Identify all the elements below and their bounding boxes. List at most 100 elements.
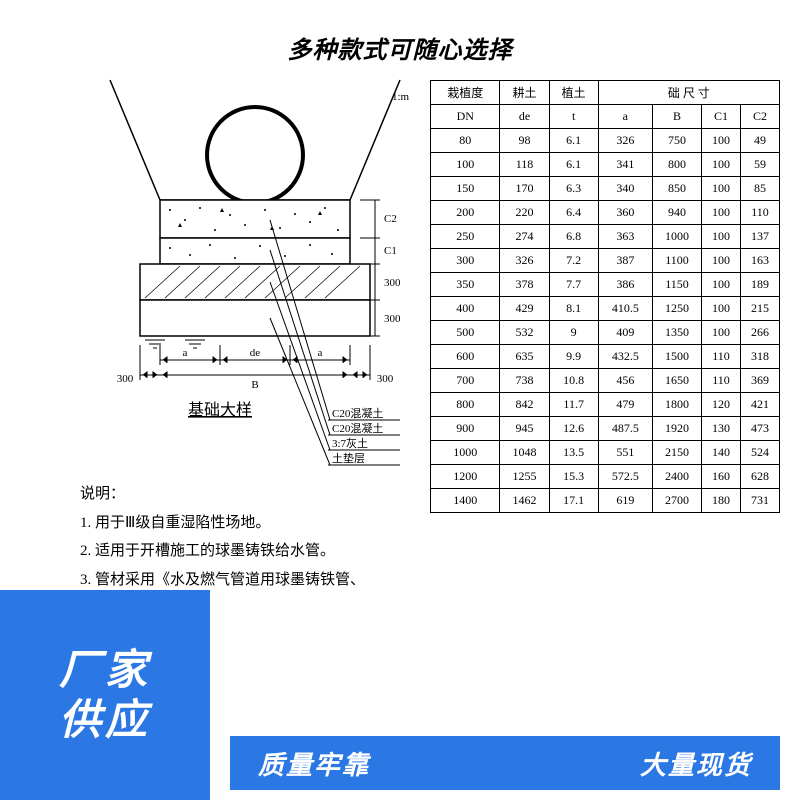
table-cell: 326 [500,249,549,273]
table-cell: 1000 [652,225,701,249]
table-cell: 1200 [431,465,500,489]
diagram-title: 基础大样 [188,401,252,419]
table-cell: 15.3 [549,465,598,489]
table-cell: 387 [598,249,652,273]
table-row: 1200125515.3572.52400160628 [431,465,780,489]
table-cell: 800 [652,153,701,177]
table-cell: 800 [431,393,500,417]
table-cell: 318 [741,345,780,369]
corner-line-2: 供应 [59,695,151,745]
table-cell: 189 [741,273,780,297]
table: 栽植度 耕土 植土 础 尺 寸 DN de t a B C1 C2 80986.… [430,80,780,513]
table-cell: 6.3 [549,177,598,201]
table-cell: 1100 [652,249,701,273]
table-cell: 10.8 [549,369,598,393]
table-cell: 49 [741,129,780,153]
table-cell: 900 [431,417,500,441]
table-cell: 750 [652,129,701,153]
table-cell: 13.5 [549,441,598,465]
table-cell: 432.5 [598,345,652,369]
dim-c1: C1 [384,245,397,257]
slope-label: 1:m [392,91,410,103]
table-row: 70073810.84561650110369 [431,369,780,393]
table-cell: 215 [741,297,780,321]
dim-300b: 300 [384,313,401,325]
legend-2: C20混凝土 [332,421,383,435]
table-cell: 600 [431,345,500,369]
table-cell: 628 [741,465,780,489]
table-body: 80986.1326750100491001186.13418001005915… [431,129,780,513]
table-cell: 456 [598,369,652,393]
table-row: 4004298.1410.51250100215 [431,297,780,321]
table-cell: 180 [702,489,741,513]
table-cell: 1350 [652,321,701,345]
table-row: 80986.132675010049 [431,129,780,153]
table-cell: 100 [702,201,741,225]
table-cell: 100 [702,153,741,177]
table-cell: 266 [741,321,780,345]
table-cell: 300 [431,249,500,273]
dim-300-right: 300 [377,373,394,385]
diagram-svg: 1:m [70,70,430,470]
bottom-banner-left: 质量牢靠 [258,745,370,782]
table-cell: 250 [431,225,500,249]
table-row: 1000104813.55512150140524 [431,441,780,465]
table-row: 3503787.73861150100189 [431,273,780,297]
table-cell: 378 [500,273,549,297]
table-cell: 1650 [652,369,701,393]
table-cell: 6.1 [549,129,598,153]
table-cell: 118 [500,153,549,177]
dim-a-left: a [183,347,188,359]
table-cell: 326 [598,129,652,153]
bottom-banner-right: 大量现货 [640,745,752,782]
table-cell: 360 [598,201,652,225]
table-cell: 100 [702,297,741,321]
table-cell: 6.4 [549,201,598,225]
dim-300a: 300 [384,277,401,289]
table-cell: 7.2 [549,249,598,273]
corner-badge: 厂家 供应 [0,590,210,800]
table-cell: 1800 [652,393,701,417]
table-cell: 12.6 [549,417,598,441]
table-header-row: DN de t a B C1 C2 [431,105,780,129]
table-row: 1501706.334085010085 [431,177,780,201]
dim-B: B [251,379,258,391]
table-cell: 100 [431,153,500,177]
table-cell: 340 [598,177,652,201]
table-cell: 700 [431,369,500,393]
table-cell: 200 [431,201,500,225]
table-cell: 100 [702,225,741,249]
th-t: t [549,105,598,129]
table-top-row: 栽植度 耕土 植土 础 尺 寸 [431,81,780,105]
table-row: 2502746.83631000100137 [431,225,780,249]
table-cell: 2150 [652,441,701,465]
table-cell: 842 [500,393,549,417]
table-cell: 1500 [652,345,701,369]
table-cell: 100 [702,129,741,153]
table-topcell-2: 耕土 [500,81,549,105]
table-cell: 170 [500,177,549,201]
table-cell: 1250 [652,297,701,321]
table-cell: 2400 [652,465,701,489]
table-cell: 17.1 [549,489,598,513]
notes-line-2: 2. 适用于开槽施工的球墨铸铁给水管。 [80,537,500,566]
table-cell: 7.7 [549,273,598,297]
table-cell: 100 [702,177,741,201]
table-cell: 274 [500,225,549,249]
table-cell: 1000 [431,441,500,465]
table-cell: 350 [431,273,500,297]
table-cell: 137 [741,225,780,249]
table-cell: 369 [741,369,780,393]
legend-4: 土垫层 [332,451,365,465]
th-de: de [500,105,549,129]
table-row: 80084211.74791800120421 [431,393,780,417]
table-cell: 6.8 [549,225,598,249]
table-cell: 429 [500,297,549,321]
table-cell: 110 [702,369,741,393]
table-cell: 110 [741,201,780,225]
table-cell: 220 [500,201,549,225]
table-cell: 2700 [652,489,701,513]
table-cell: 1048 [500,441,549,465]
table-cell: 1150 [652,273,701,297]
table-cell: 8.1 [549,297,598,321]
